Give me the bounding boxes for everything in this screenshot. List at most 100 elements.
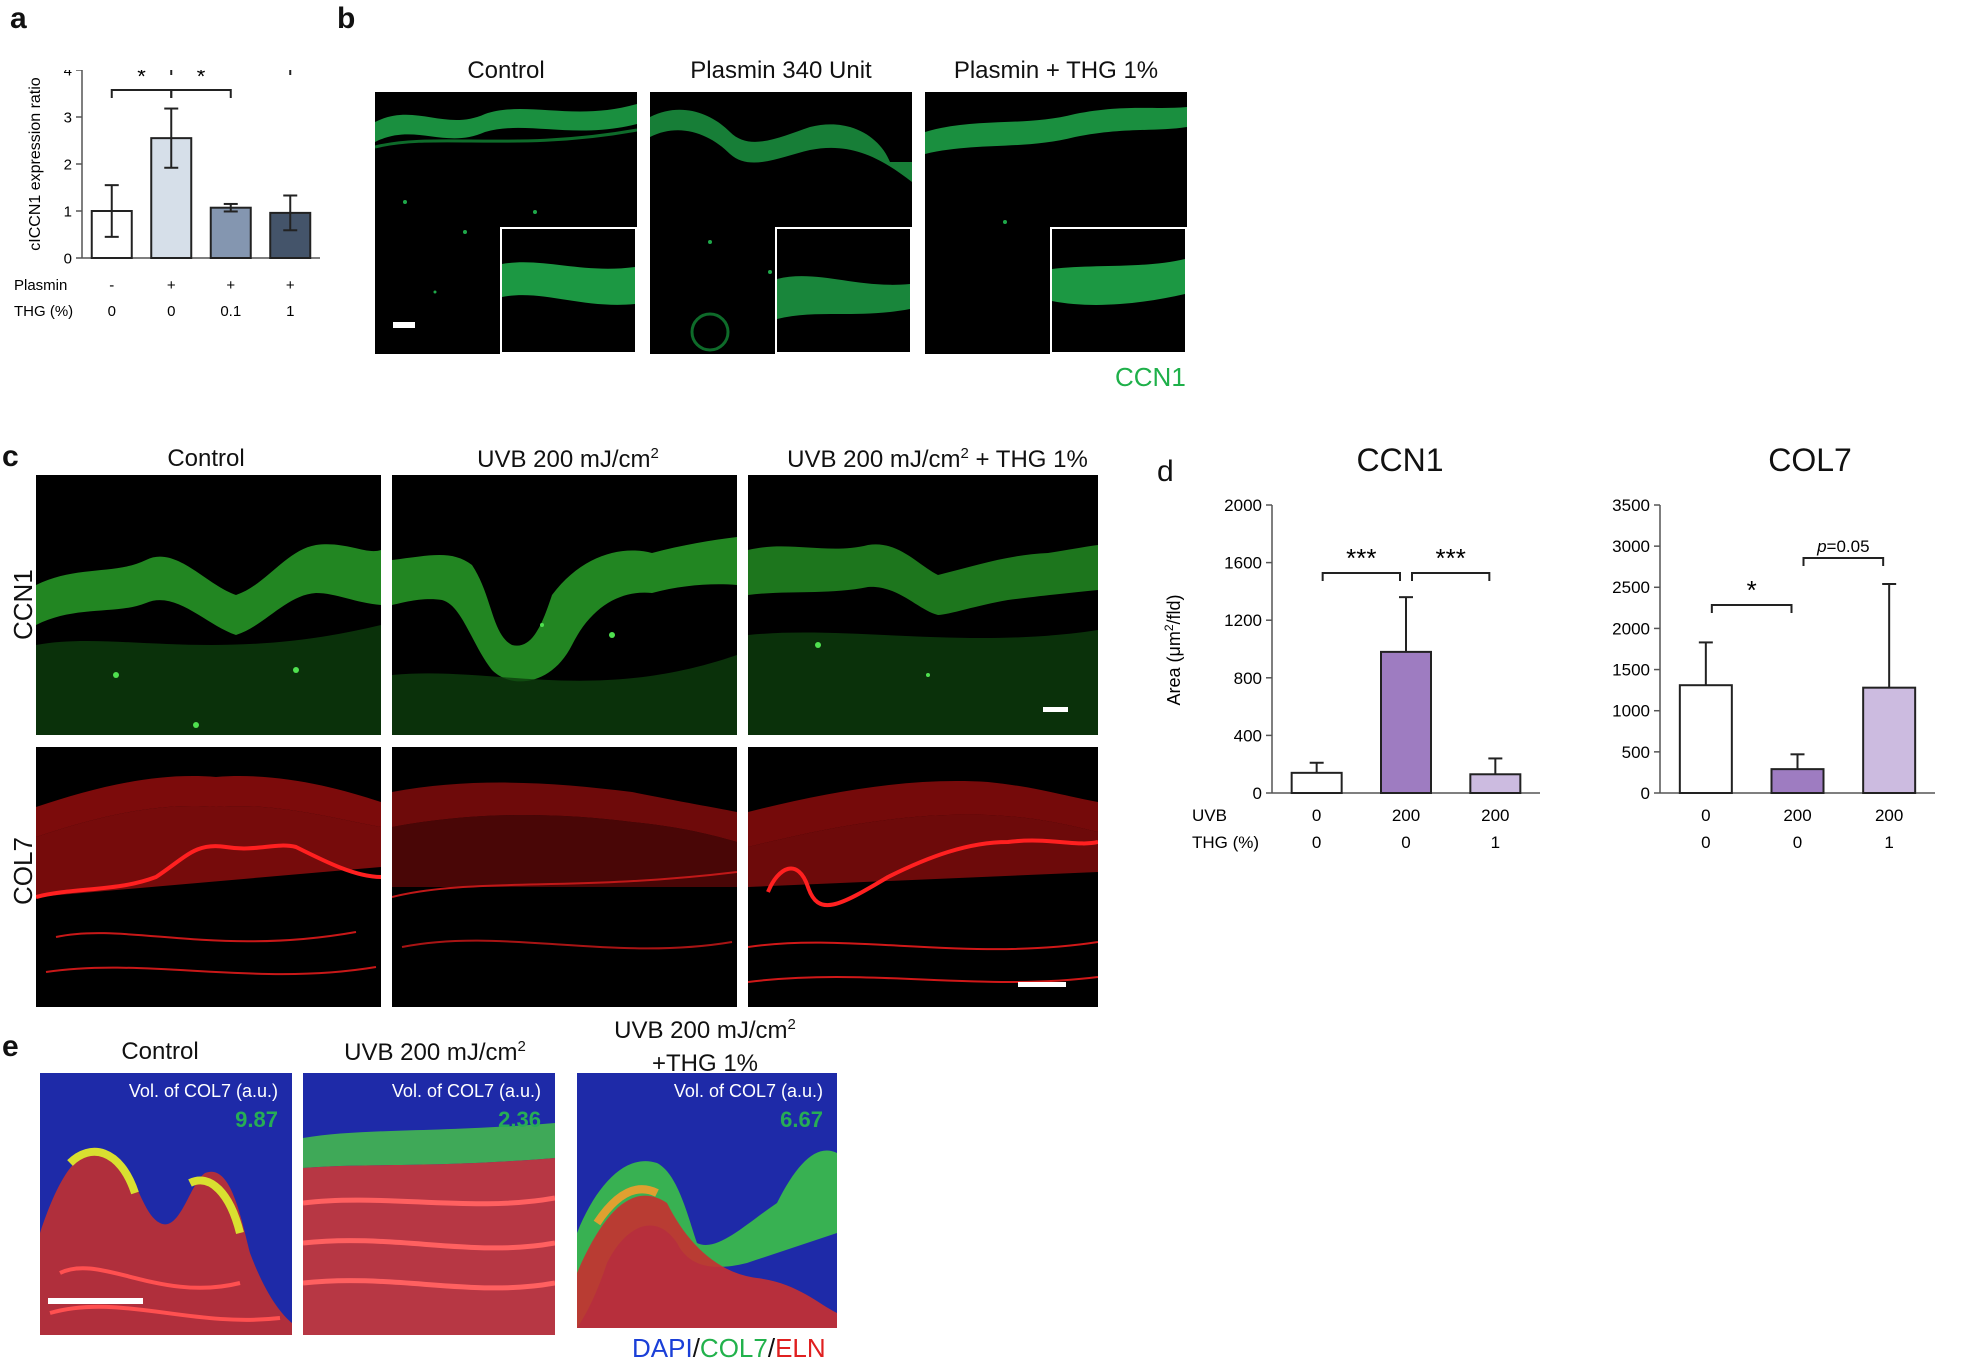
y-tick-label: 2 (64, 156, 72, 173)
panel-e-legend: DAPI/COL7/ELN (632, 1333, 826, 1364)
category-label: 0 (1401, 833, 1410, 852)
bar (1678, 684, 1733, 795)
bar (1770, 768, 1825, 795)
micrograph-c-ccn1-uvb-thg (748, 475, 1098, 735)
y-tick-label: 0 (1641, 784, 1650, 803)
y-tick-label: 1 (64, 203, 72, 220)
category-label: 0 (108, 303, 116, 320)
category-label: 200 (1481, 806, 1509, 825)
chart-d-col7-title: COL7 (1768, 442, 1852, 478)
panel-c-row-label-col7: COL7 (8, 837, 38, 905)
y-tick-label: 400 (1234, 726, 1262, 745)
bar (1469, 773, 1522, 794)
panel-label-e: e (2, 1030, 19, 1063)
row-label: Plasmin (14, 277, 67, 294)
vol-label-uvb: Vol. of COL7 (a.u.) (391, 1081, 541, 1101)
scale-bar (48, 1298, 143, 1304)
y-tick-label: 3000 (1612, 537, 1650, 556)
significance-bracket (1802, 557, 1885, 566)
legend-col7: COL7 (699, 1333, 768, 1363)
category-label: 1 (286, 303, 294, 320)
micrograph-b-plasmin-thg-inset (1050, 227, 1187, 354)
y-tick-label: 0 (1253, 784, 1262, 803)
row-label: UVB (1192, 806, 1227, 825)
category-label: - (109, 277, 114, 294)
y-tick-label: 800 (1234, 669, 1262, 688)
y-tick-label: 1200 (1224, 611, 1262, 630)
panel-b-title-plasmin: Plasmin 340 Unit (690, 57, 872, 84)
chart-d-ccn1: 0 400 800 1200 1600 2000 UVB 0 200 200 THG (%) 0 0 1 *… (1162, 496, 1540, 852)
category-label: + (226, 277, 235, 294)
y-tick-label: 4 (64, 70, 72, 79)
micrograph-b-plasmin-thg (925, 92, 1187, 354)
panel-c-title-control: Control (167, 445, 245, 472)
micrograph-e-uvb: Vol. of COL7 (a.u.) 2.36 (303, 1073, 555, 1335)
category-label: 0 (1793, 833, 1802, 852)
category-label: + (167, 277, 176, 294)
y-tick-label: 0 (64, 250, 72, 267)
y-tick-label: 3 (64, 109, 72, 126)
micrograph-e-control: Vol. of COL7 (a.u.) 9.87 (40, 1073, 292, 1335)
category-label: 0 (1312, 806, 1321, 825)
micrograph-b-plasmin (650, 92, 912, 354)
micrograph-c-ccn1-control (36, 475, 381, 735)
category-label: 1 (1884, 833, 1893, 852)
y-tick-label: 2000 (1612, 619, 1650, 638)
bar (1290, 771, 1343, 794)
significance-bracket (110, 89, 173, 98)
panel-c-title-uvb-thg: UVB 200 mJ/cm2 + THG 1% (787, 445, 1088, 473)
panel-e-title-uvb: UVB 200 mJ/cm2 (344, 1038, 526, 1066)
vol-value-control: 9.87 (235, 1107, 278, 1132)
y-tick-label: 2500 (1612, 578, 1650, 597)
y-tick-label: 1500 (1612, 661, 1650, 680)
row-label: THG (%) (14, 303, 73, 320)
vol-value-uvb: 2.36 (498, 1107, 541, 1132)
category-label: 0 (1701, 806, 1710, 825)
significance-bracket (1411, 572, 1491, 581)
significance-bracket (1710, 604, 1793, 613)
micrograph-b-control-inset (500, 227, 637, 354)
significance-label: *** (1435, 543, 1465, 573)
significance-bracket (1321, 572, 1401, 581)
bar (1380, 650, 1432, 794)
micrograph-b-control (375, 92, 637, 354)
legend-eln: ELN (775, 1333, 826, 1363)
panel-b-stain-label: CCN1 (1115, 362, 1186, 392)
category-label: 0 (1312, 833, 1321, 852)
significance-bracket (170, 89, 232, 98)
vol-label-uvb-thg: Vol. of COL7 (a.u.) (673, 1081, 823, 1101)
micrograph-b-plasmin-inset (775, 227, 912, 354)
scale-bar (1018, 982, 1066, 987)
panel-e-title-control: Control (121, 1038, 199, 1065)
significance-label: * (1747, 575, 1757, 605)
panel-e-title-uvb-thg: UVB 200 mJ/cm2 +THG 1% (614, 1016, 796, 1077)
significance-label: p=0.05 (1816, 537, 1869, 556)
legend-dapi: DAPI (632, 1333, 693, 1363)
scale-bar (393, 322, 415, 328)
y-axis-label: cICCN1 expression ratio (27, 77, 44, 251)
y-tick-label: 1000 (1612, 702, 1650, 721)
y-axis-label: Area (μm2/fld) (1162, 594, 1184, 705)
micrograph-c-ccn1-uvb (392, 475, 737, 735)
bar (1862, 686, 1917, 794)
micrograph-c-col7-control (36, 747, 381, 1007)
row-label: THG (%) (1192, 833, 1259, 852)
category-label: + (286, 277, 295, 294)
panel-label-a: a (10, 2, 27, 35)
y-tick-label: 2000 (1224, 496, 1262, 515)
micrograph-c-col7-uvb (392, 747, 737, 1007)
panel-label-b: b (337, 2, 356, 35)
micrograph-e-uvb-thg: Vol. of COL7 (a.u.) 6.67 (577, 1073, 837, 1328)
chart-d-ccn1-title: CCN1 (1356, 442, 1444, 478)
category-label: 200 (1392, 806, 1420, 825)
panel-c-row-label-ccn1: CCN1 (8, 569, 38, 640)
significance-label: * (137, 70, 146, 89)
significance-label: *** (1346, 543, 1376, 573)
category-label: 200 (1783, 806, 1811, 825)
vol-value-uvb-thg: 6.67 (780, 1107, 823, 1132)
micrograph-c-col7-uvb-thg (748, 747, 1098, 1007)
legend-separator: / (767, 1333, 776, 1363)
category-label: 0.1 (220, 303, 241, 320)
significance-bracket (170, 70, 292, 75)
